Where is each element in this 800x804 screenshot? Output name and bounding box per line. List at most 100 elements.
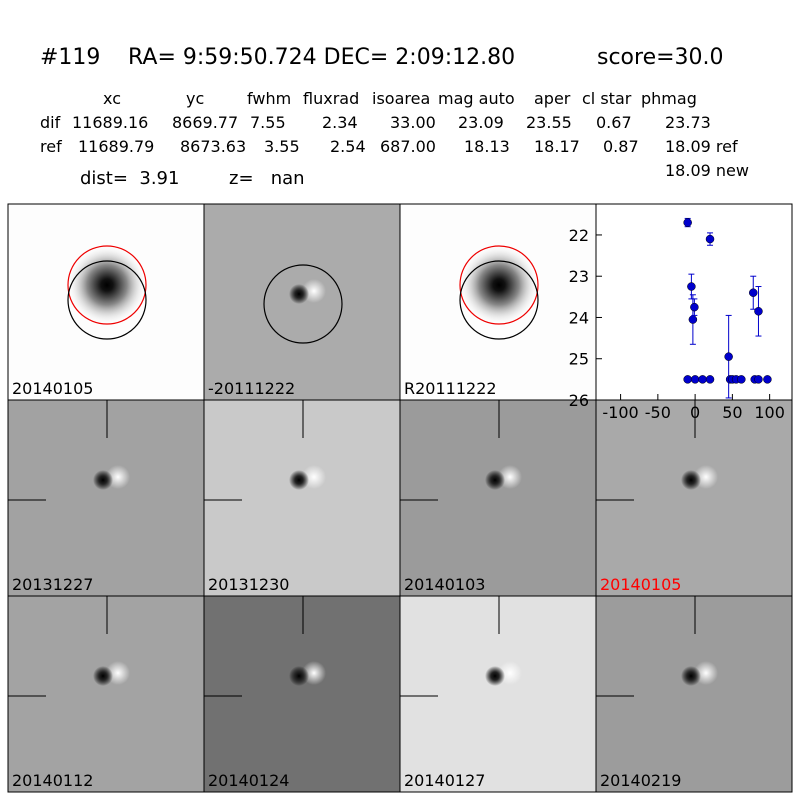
point — [687, 282, 696, 291]
y-tick-label: 24 — [569, 308, 589, 327]
column-header: aper — [534, 89, 571, 108]
x-tick-label: 100 — [754, 403, 785, 422]
ref-circle — [67, 245, 147, 325]
point — [737, 375, 746, 384]
point — [690, 302, 699, 312]
table-cell: 0.67 — [596, 113, 632, 132]
table-cell: 687.00 — [380, 137, 436, 156]
table-cell: 2.54 — [330, 137, 366, 156]
y-tick-label: 23 — [569, 267, 589, 286]
table-cell: 3.55 — [264, 137, 300, 156]
residual-dark — [93, 666, 113, 686]
point — [754, 307, 763, 316]
stamp: R20111222 — [399, 203, 597, 401]
point — [754, 375, 763, 384]
column-header: fwhm — [247, 89, 291, 108]
residual-dark — [289, 666, 309, 686]
stamp: -20111222 — [203, 203, 401, 401]
column-header: isoarea — [372, 89, 430, 108]
point — [724, 352, 733, 361]
stamp-label: 20140219 — [600, 771, 681, 790]
y-tick-label: 25 — [569, 350, 589, 369]
residual-dark — [289, 470, 309, 490]
stamp: 20140124 — [203, 595, 401, 793]
object-id: #119 — [40, 45, 100, 70]
stamp-label: -20111222 — [208, 379, 295, 398]
point — [688, 315, 698, 324]
residual-dark — [289, 284, 309, 304]
stamp-image — [595, 595, 793, 793]
table-cell: 11689.79 — [78, 137, 154, 156]
table-cell: 0.87 — [603, 137, 639, 156]
redshift: z= nan — [229, 168, 305, 189]
table-cell: 2.34 — [322, 113, 358, 132]
x-tick-label: -50 — [645, 403, 671, 422]
stamp-label: 20140103 — [404, 575, 485, 594]
residual-dark — [681, 666, 701, 686]
column-header: phmag — [641, 89, 697, 108]
point — [698, 375, 707, 384]
stamp: 20140103 — [399, 399, 597, 597]
stamp: 20140105 — [595, 399, 793, 597]
column-header: mag auto — [438, 89, 515, 108]
table-cell: ref — [40, 137, 62, 156]
stamp-label: 20131227 — [12, 575, 93, 594]
residual-dark — [681, 470, 701, 490]
point — [705, 375, 715, 384]
table-cell: 8673.63 — [180, 137, 246, 156]
stamp-image — [399, 399, 597, 597]
stamp-image — [7, 595, 205, 793]
point — [705, 234, 715, 244]
stamp: 20140219 — [595, 595, 793, 793]
stamp: 20140112 — [7, 595, 205, 793]
table-cell: 7.55 — [250, 113, 286, 132]
column-header: fluxrad — [303, 89, 359, 108]
stamp-label: 20140105 — [600, 575, 681, 594]
phmag-new: 18.09 new — [665, 161, 749, 180]
coords: RA= 9:59:50.724 DEC= 2:09:12.80 — [128, 45, 515, 70]
dist: dist= 3.91 — [80, 168, 179, 189]
point — [690, 375, 700, 384]
stamp-image — [7, 399, 205, 597]
table-cell: 23.55 — [526, 113, 572, 132]
stamp-label: R20111222 — [404, 379, 497, 398]
table-cell: 18.13 — [464, 137, 510, 156]
point — [763, 375, 772, 384]
column-header: xc — [103, 89, 121, 108]
x-tick-label: 50 — [722, 403, 742, 422]
stamp-label: 20140124 — [208, 771, 289, 790]
score: score=30.0 — [597, 45, 724, 70]
y-tick-label: 22 — [569, 226, 589, 245]
table-cell: 33.00 — [390, 113, 436, 132]
stamp-label: 20140112 — [12, 771, 93, 790]
x-tick-label: -100 — [602, 403, 638, 422]
table-cell: 23.73 — [665, 113, 711, 132]
stamp-label: 20140127 — [404, 771, 485, 790]
column-header: yc — [186, 89, 204, 108]
stamp-image — [203, 595, 401, 793]
table-cell: 11689.16 — [72, 113, 148, 132]
aperture-circle — [459, 260, 539, 340]
x-tick-label: 0 — [690, 403, 700, 422]
star — [67, 245, 147, 325]
table-cell: 8669.77 — [172, 113, 238, 132]
stamp: 20131230 — [203, 399, 401, 597]
ref-circle — [459, 245, 539, 325]
point — [748, 288, 758, 297]
residual-dark — [485, 666, 505, 686]
stamp-label: 20131230 — [208, 575, 289, 594]
stamp-image — [203, 399, 401, 597]
stamp-label: 20140105 — [12, 379, 93, 398]
residual-dark — [485, 470, 505, 490]
stamp-image — [399, 595, 597, 793]
point — [683, 375, 692, 384]
stamp: 20131227 — [7, 399, 205, 597]
residual-dark — [93, 470, 113, 490]
table-cell: dif — [40, 113, 61, 132]
column-header: cl star — [582, 89, 632, 108]
table-cell: 23.09 — [458, 113, 504, 132]
table-cell: 18.17 — [534, 137, 580, 156]
stamp-image — [595, 399, 793, 597]
stamp: 20140127 — [399, 595, 597, 793]
